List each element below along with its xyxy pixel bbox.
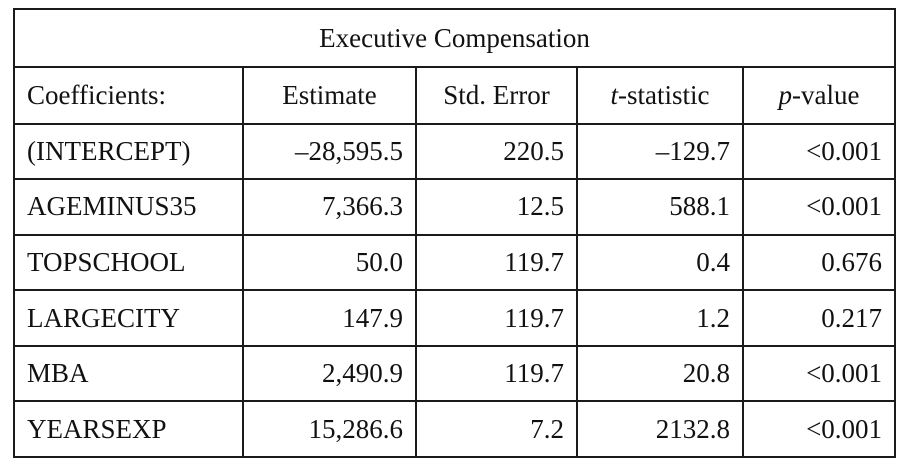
std-error-cell: 220.5 xyxy=(415,122,578,181)
coefficient-name: MBA xyxy=(13,344,244,403)
header-t-symbol: t xyxy=(610,79,619,110)
header-t-suffix: -statistic xyxy=(618,79,710,110)
table-row: YEARSEXP 15,286.6 7.2 2132.8 <0.001 xyxy=(13,400,897,458)
header-estimate: Estimate xyxy=(242,66,417,125)
table-row: AGEMINUS35 7,366.3 12.5 588.1 <0.001 xyxy=(13,178,897,236)
estimate-cell: 50.0 xyxy=(242,233,417,292)
coefficient-name: AGEMINUS35 xyxy=(13,178,244,236)
p-value-cell: 0.676 xyxy=(741,233,897,292)
p-value-cell: 0.217 xyxy=(741,289,897,347)
p-value-cell: <0.001 xyxy=(741,400,897,458)
p-value-cell: <0.001 xyxy=(741,178,897,236)
estimate-cell: 7,366.3 xyxy=(242,178,417,236)
coefficient-name: LARGECITY xyxy=(13,289,244,347)
header-p-symbol: p xyxy=(778,79,793,110)
coefficient-name: YEARSEXP xyxy=(13,400,244,458)
std-error-cell: 12.5 xyxy=(415,178,578,236)
table-title: Executive Compensation xyxy=(12,8,897,68)
header-coefficients: Coefficients: xyxy=(13,66,244,125)
t-statistic-cell: –129.7 xyxy=(576,122,744,181)
p-value-cell: <0.001 xyxy=(741,122,897,181)
table-row: MBA 2,490.9 119.7 20.8 <0.001 xyxy=(13,344,897,403)
p-value-cell: <0.001 xyxy=(741,344,897,403)
std-error-cell: 119.7 xyxy=(415,233,578,292)
t-statistic-cell: 0.4 xyxy=(576,233,744,292)
coefficient-name: TOPSCHOOL xyxy=(13,233,244,292)
t-statistic-cell: 20.8 xyxy=(576,344,744,403)
regression-table: Executive Compensation Coefficients: Est… xyxy=(12,8,897,458)
header-p-suffix: -value xyxy=(792,79,860,110)
std-error-cell: 119.7 xyxy=(415,289,578,347)
t-statistic-cell: 2132.8 xyxy=(576,400,744,458)
header-std-error: Std. Error xyxy=(415,66,578,125)
t-statistic-cell: 1.2 xyxy=(576,289,744,347)
table-row: TOPSCHOOL 50.0 119.7 0.4 0.676 xyxy=(13,233,897,292)
estimate-cell: 147.9 xyxy=(242,289,417,347)
header-p-value: p-value xyxy=(741,66,897,125)
header-row: Coefficients: Estimate Std. Error t-stat… xyxy=(13,66,897,125)
header-t-statistic: t-statistic xyxy=(576,66,744,125)
table-row: (INTERCEPT) –28,595.5 220.5 –129.7 <0.00… xyxy=(13,122,897,181)
coefficient-name: (INTERCEPT) xyxy=(13,122,244,181)
std-error-cell: 119.7 xyxy=(415,344,578,403)
estimate-cell: –28,595.5 xyxy=(242,122,417,181)
t-statistic-cell: 588.1 xyxy=(576,178,744,236)
estimate-cell: 15,286.6 xyxy=(242,400,417,458)
estimate-cell: 2,490.9 xyxy=(242,344,417,403)
table-row: LARGECITY 147.9 119.7 1.2 0.217 xyxy=(13,289,897,347)
std-error-cell: 7.2 xyxy=(415,400,578,458)
